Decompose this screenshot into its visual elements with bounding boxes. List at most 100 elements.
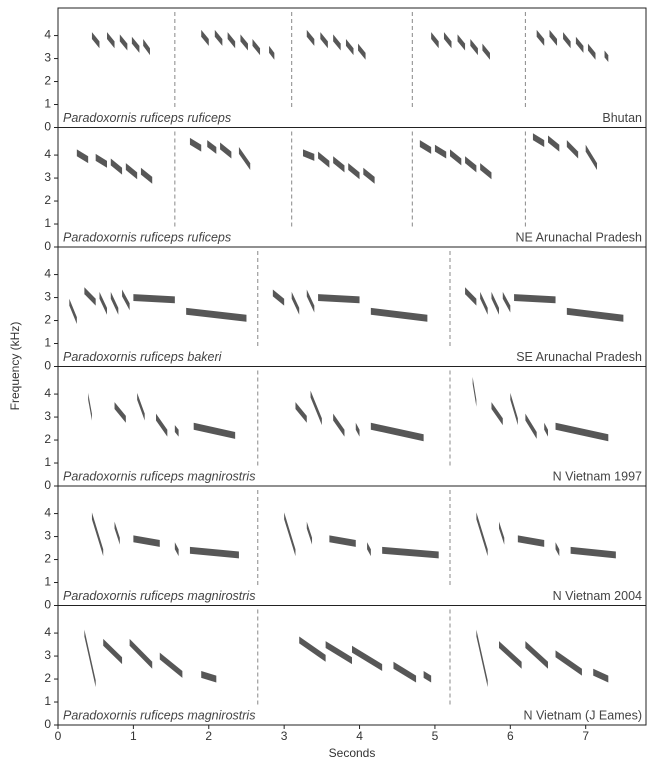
y-tick-label: 1 xyxy=(44,216,51,230)
note xyxy=(525,641,548,669)
panel-frame xyxy=(57,7,647,128)
note xyxy=(358,43,366,60)
x-tick-label: 0 xyxy=(55,729,62,743)
x-tick-label: 7 xyxy=(582,729,589,743)
note xyxy=(110,291,119,315)
note xyxy=(156,413,168,437)
note xyxy=(325,641,352,665)
y-tick-label: 0 xyxy=(44,239,51,253)
y-tick-label: 4 xyxy=(44,625,51,639)
note xyxy=(355,422,360,437)
note xyxy=(84,629,96,688)
note xyxy=(295,402,307,423)
note xyxy=(133,294,175,304)
y-tick-label: 1 xyxy=(44,575,51,589)
note xyxy=(207,140,217,154)
note xyxy=(480,291,488,315)
y-tick-label: 2 xyxy=(44,193,51,207)
note xyxy=(84,287,96,306)
note xyxy=(320,32,328,49)
note xyxy=(193,422,236,439)
note xyxy=(555,422,609,442)
note xyxy=(333,413,345,437)
note xyxy=(525,413,537,439)
note xyxy=(499,521,505,545)
note xyxy=(201,29,209,46)
note xyxy=(465,156,477,173)
note xyxy=(555,542,560,557)
note xyxy=(363,167,375,184)
note xyxy=(110,158,123,175)
y-tick-label: 4 xyxy=(44,147,51,161)
note xyxy=(240,34,248,51)
note xyxy=(370,422,424,442)
y-axis-label: Frequency (kHz) xyxy=(8,322,22,411)
taxon-label: Paradoxornis ruficeps ruficeps xyxy=(63,111,231,125)
x-tick-label: 1 xyxy=(130,729,137,743)
note xyxy=(499,641,522,669)
y-tick-label: 3 xyxy=(44,409,51,423)
taxon-label: Paradoxornis ruficeps magnirostris xyxy=(63,589,255,603)
note xyxy=(299,636,326,662)
note xyxy=(306,289,315,313)
note xyxy=(131,36,140,53)
note xyxy=(563,32,571,49)
y-tick-label: 4 xyxy=(44,267,51,281)
note xyxy=(393,661,417,683)
note xyxy=(566,140,579,159)
location-label: Bhutan xyxy=(602,111,642,125)
note xyxy=(450,149,462,166)
note xyxy=(189,546,239,559)
note xyxy=(122,289,130,311)
note xyxy=(88,392,92,421)
note xyxy=(186,307,247,322)
note xyxy=(119,34,128,51)
y-tick-label: 3 xyxy=(44,648,51,662)
note xyxy=(140,167,153,184)
taxon-label: Paradoxornis ruficeps bakeri xyxy=(63,350,223,364)
note xyxy=(284,512,296,557)
note xyxy=(544,422,548,437)
panel-frame xyxy=(57,605,647,726)
note xyxy=(604,50,609,63)
note xyxy=(318,294,360,304)
panel-frame xyxy=(57,246,647,367)
y-tick-label: 2 xyxy=(44,74,51,88)
note xyxy=(137,392,145,421)
note xyxy=(345,39,354,56)
location-label: N Vietnam 2004 xyxy=(553,589,642,603)
note xyxy=(318,151,330,168)
y-tick-label: 2 xyxy=(44,313,51,327)
taxon-label: Paradoxornis ruficeps magnirostris xyxy=(63,469,255,483)
note xyxy=(76,149,89,164)
note xyxy=(470,39,478,56)
note xyxy=(555,650,582,676)
note xyxy=(125,163,138,180)
note xyxy=(114,402,126,423)
location-label: N Vietnam (J Eames) xyxy=(523,708,642,722)
note xyxy=(465,287,477,306)
note xyxy=(587,43,596,60)
note xyxy=(514,294,556,304)
y-tick-label: 2 xyxy=(44,671,51,685)
note xyxy=(291,291,300,315)
note xyxy=(333,156,345,173)
note xyxy=(69,298,77,324)
note xyxy=(443,32,452,49)
note xyxy=(214,29,223,46)
note xyxy=(310,390,322,426)
note xyxy=(174,425,179,437)
note xyxy=(502,291,511,313)
y-tick-label: 0 xyxy=(44,478,51,492)
note xyxy=(472,376,477,407)
location-label: NE Arunachal Pradesh xyxy=(516,230,643,244)
note xyxy=(585,144,597,171)
y-tick-label: 3 xyxy=(44,529,51,543)
note xyxy=(174,542,179,557)
note xyxy=(482,43,490,60)
location-label: N Vietnam 1997 xyxy=(553,469,642,483)
x-tick-label: 6 xyxy=(507,729,514,743)
note xyxy=(306,521,313,545)
note xyxy=(570,546,616,559)
note xyxy=(220,142,232,159)
